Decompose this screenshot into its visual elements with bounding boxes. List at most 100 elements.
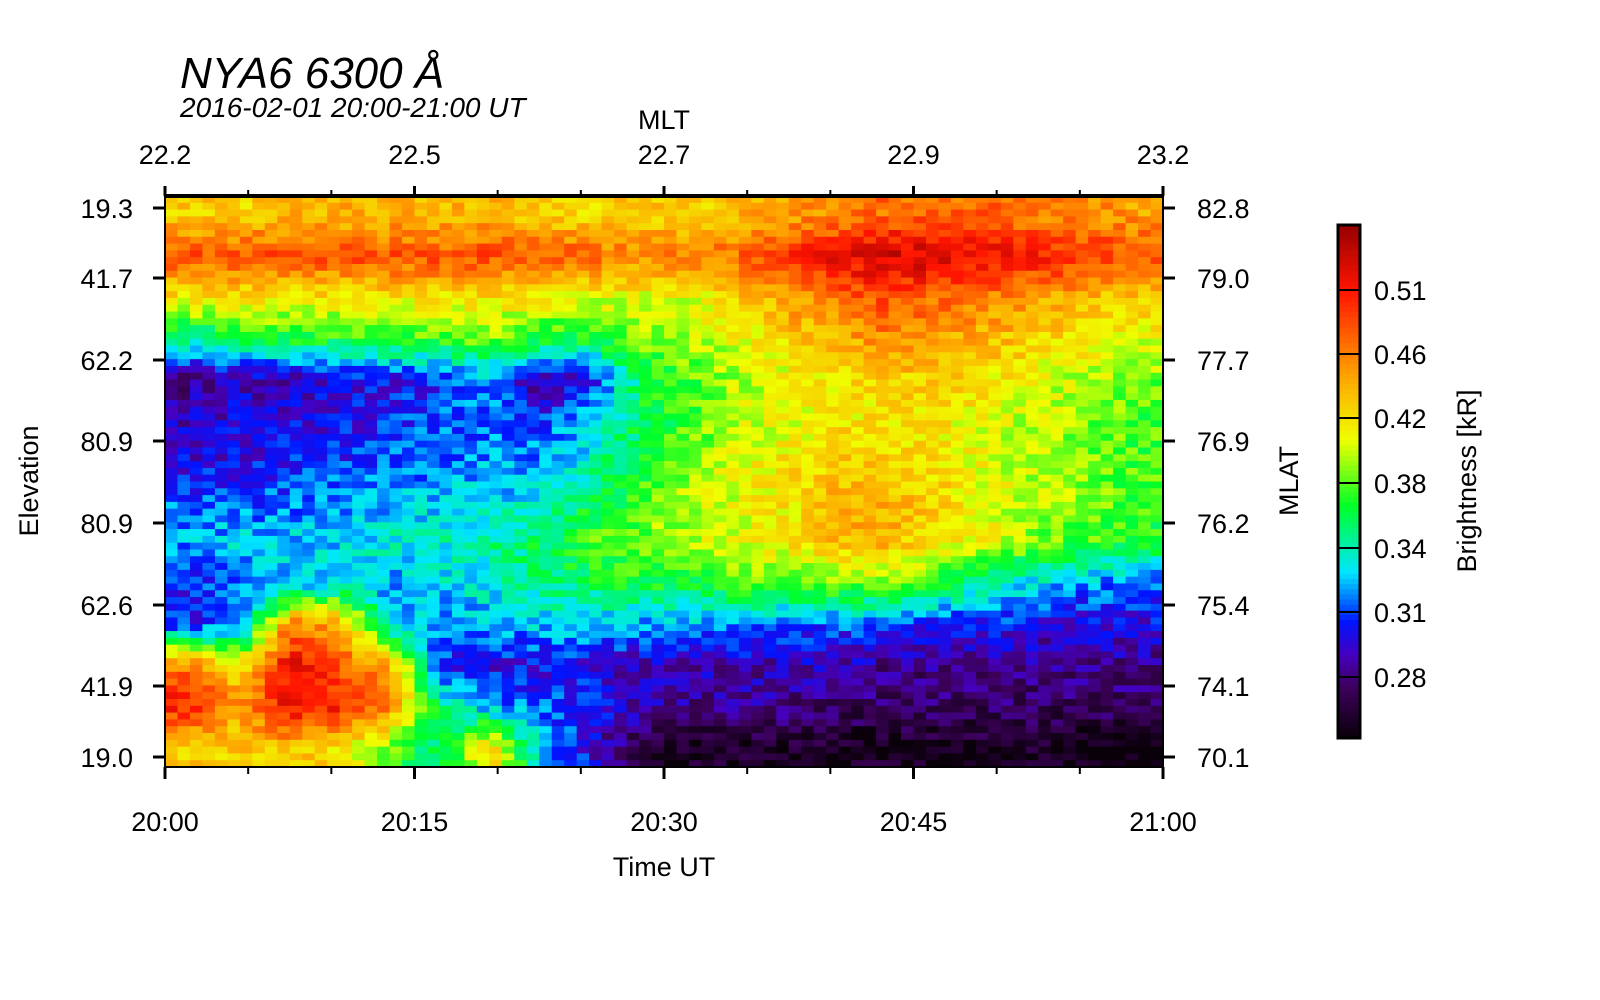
heatmap-cell	[1075, 603, 1089, 612]
heatmap-cell	[1050, 467, 1064, 476]
heatmap-cell	[664, 359, 678, 367]
heatmap-cell	[526, 399, 540, 408]
heatmap-cell	[1038, 352, 1052, 360]
heatmap-cell	[626, 209, 640, 217]
heatmap-cell	[813, 556, 827, 564]
heatmap-cell	[1138, 291, 1152, 299]
heatmap-cell	[364, 433, 378, 442]
heatmap-cell	[950, 549, 964, 557]
heatmap-cell	[676, 461, 690, 469]
heatmap-cell	[950, 474, 964, 483]
heatmap-cell	[601, 515, 615, 523]
heatmap-cell	[402, 393, 416, 401]
heatmap-cell	[651, 597, 665, 605]
heatmap-cell	[963, 372, 977, 381]
heatmap-cell	[626, 610, 640, 619]
heatmap-cell	[938, 549, 952, 557]
heatmap-cell	[888, 291, 902, 299]
heatmap-cell	[801, 297, 815, 306]
heatmap-cell	[988, 461, 1002, 469]
heatmap-cell	[1150, 338, 1164, 347]
heatmap-cell	[639, 467, 653, 476]
heatmap-cell	[913, 250, 927, 258]
heatmap-cell	[302, 488, 316, 496]
heatmap-cell	[639, 345, 653, 353]
heatmap-cell	[1000, 270, 1014, 279]
heatmap-cell	[589, 345, 603, 353]
heatmap-cell	[252, 270, 266, 279]
heatmap-cell	[713, 196, 727, 204]
heatmap-cell	[514, 563, 528, 571]
heatmap-cell	[564, 202, 578, 211]
heatmap-cell	[426, 291, 441, 299]
heatmap-cell	[314, 345, 328, 353]
heatmap-cell	[277, 372, 291, 381]
heatmap-cell	[925, 529, 940, 537]
heatmap-cell	[813, 420, 827, 428]
heatmap-cell	[576, 399, 590, 408]
heatmap-cell	[1088, 338, 1102, 347]
heatmap-cell	[389, 318, 403, 326]
heatmap-cell	[451, 495, 465, 503]
heatmap-cell	[302, 216, 316, 224]
heatmap-cell	[1050, 481, 1064, 489]
heatmap-cell	[439, 399, 453, 408]
heatmap-cell	[1038, 284, 1052, 292]
heatmap-cell	[614, 243, 628, 251]
heatmap-cell	[414, 352, 428, 360]
heatmap-cell	[651, 202, 665, 211]
heatmap-cell	[389, 399, 403, 408]
heatmap-cell	[202, 352, 216, 360]
heatmap-cell	[489, 556, 503, 564]
heatmap-cell	[402, 325, 416, 333]
heatmap-cell	[938, 325, 952, 333]
heatmap-cell	[302, 590, 316, 598]
heatmap-cell	[1088, 202, 1102, 211]
heatmap-cell	[451, 617, 465, 625]
heatmap-cell	[651, 393, 665, 401]
heatmap-cell	[289, 413, 303, 421]
heatmap-cell	[838, 331, 852, 340]
heatmap-cell	[639, 257, 653, 265]
heatmap-cell	[726, 216, 740, 224]
heatmap-cell	[701, 291, 715, 299]
heatmap-cell	[1138, 304, 1152, 313]
heatmap-cell	[701, 318, 715, 326]
heatmap-cell	[938, 583, 952, 591]
heatmap-cell	[950, 433, 964, 442]
heatmap-cell	[664, 610, 678, 619]
heatmap-cell	[963, 291, 977, 299]
heatmap-cell	[426, 399, 441, 408]
heatmap-cell	[1025, 318, 1039, 326]
heatmap-cell	[252, 413, 266, 421]
heatmap-cell	[464, 325, 478, 333]
heatmap-cell	[1025, 229, 1039, 238]
heatmap-cell	[639, 440, 653, 449]
heatmap-cell	[788, 474, 802, 483]
heatmap-cell	[576, 440, 590, 449]
heatmap-cell	[327, 284, 341, 292]
heatmap-cell	[165, 583, 179, 591]
heatmap-cell	[476, 338, 490, 347]
heatmap-cell	[1125, 399, 1139, 408]
heatmap-cell	[202, 209, 216, 217]
heatmap-cell	[402, 542, 416, 551]
heatmap-cell	[901, 202, 915, 211]
heatmap-cell	[214, 196, 228, 204]
heatmap-cell	[1113, 549, 1127, 557]
heatmap-cell	[1138, 325, 1152, 333]
heatmap-cell	[489, 535, 503, 544]
heatmap-cell	[289, 508, 303, 517]
heatmap-cell	[589, 529, 603, 537]
heatmap-cell	[851, 542, 865, 551]
heatmap-cell	[202, 318, 216, 326]
heatmap-cell	[738, 590, 752, 598]
heatmap-cell	[177, 467, 191, 476]
heatmap-cell	[1063, 556, 1077, 564]
heatmap-cell	[913, 440, 927, 449]
heatmap-cell	[788, 406, 802, 415]
heatmap-cell	[214, 563, 228, 571]
heatmap-cell	[252, 481, 266, 489]
heatmap-cell	[339, 610, 353, 619]
heatmap-cell	[988, 583, 1002, 591]
